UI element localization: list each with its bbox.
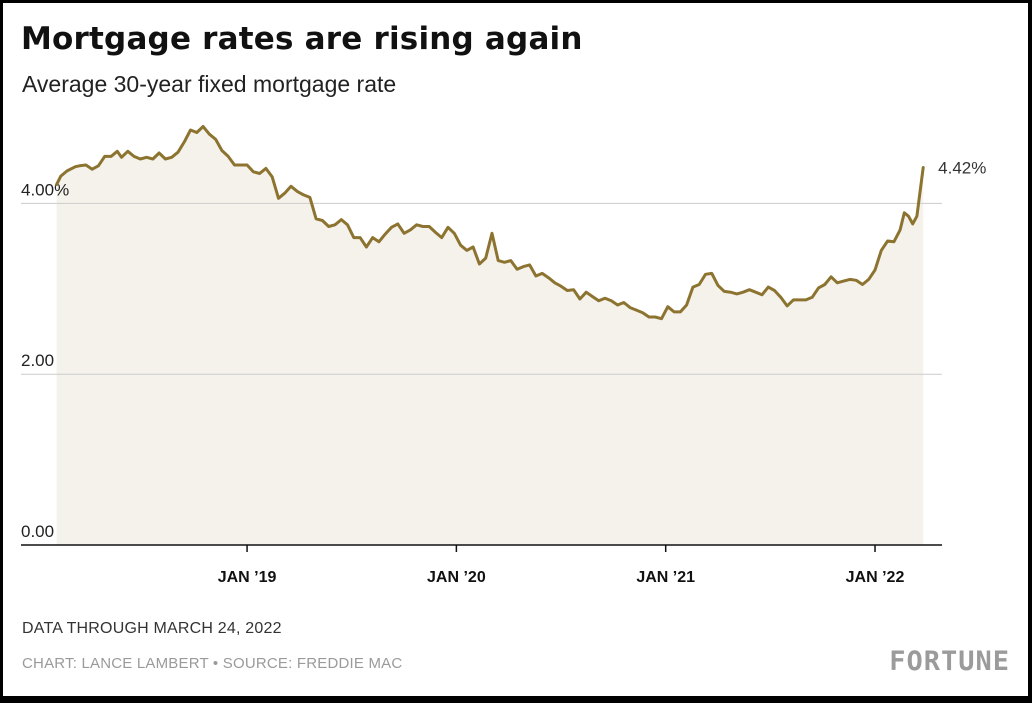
y-tick-label: 0.00 <box>21 522 54 541</box>
end-value-label: 4.42% <box>938 159 986 178</box>
x-tick-label: JAN ’20 <box>427 569 486 586</box>
x-tick-label: JAN ’19 <box>218 569 277 586</box>
x-tick-label: JAN ’22 <box>846 569 905 586</box>
y-tick-label: 4.00% <box>21 180 69 199</box>
fortune-logo: FORTUNE <box>889 646 1010 677</box>
series-line <box>55 125 925 321</box>
data-note: DATA THROUGH MARCH 24, 2022 <box>22 620 282 637</box>
chart-subtitle: Average 30-year fixed mortgage rate <box>22 71 397 97</box>
chart-title: Mortgage rates are rising again <box>21 21 583 57</box>
y-tick-label: 2.00 <box>21 351 54 370</box>
series-area-fill <box>56 126 924 545</box>
chart-credit: CHART: LANCE LAMBERT • SOURCE: FREDDIE M… <box>22 655 403 672</box>
x-tick-label: JAN ’21 <box>636 569 695 586</box>
